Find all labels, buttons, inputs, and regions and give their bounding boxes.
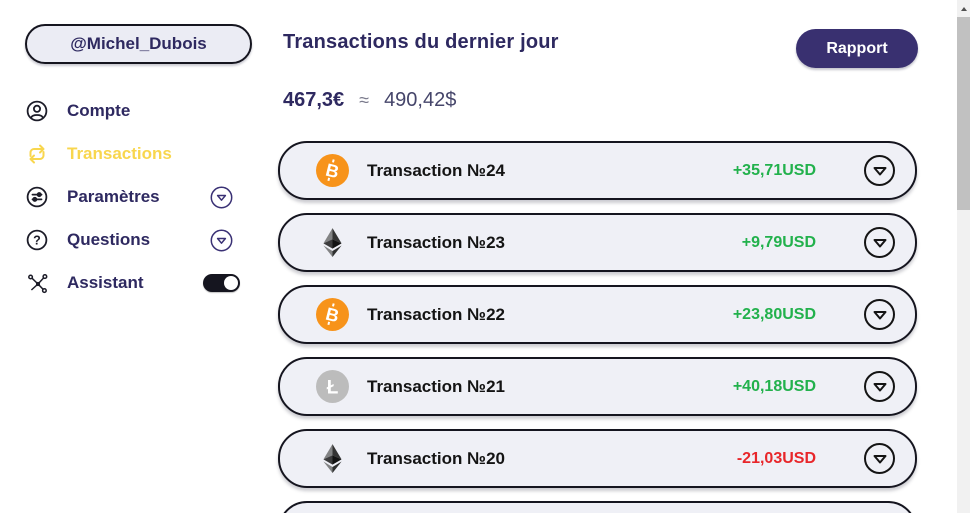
transaction-card[interactable]: B Transaction №24 +35,71USD (278, 141, 917, 200)
sidebar-item-compte[interactable]: Compte (25, 96, 240, 126)
ethereum-icon (316, 442, 349, 475)
sidebar-item-label: Questions (67, 230, 151, 249)
transaction-title: Transaction №22 (367, 304, 506, 324)
transaction-title: Transaction №20 (367, 448, 506, 468)
transaction-card[interactable]: Transaction №23 +9,79USD (278, 213, 917, 272)
balance-eur: 467,3€ (283, 89, 345, 111)
svg-text:Ł: Ł (327, 378, 339, 399)
sliders-circle-icon (25, 185, 49, 209)
transaction-amount: +23,80USD (732, 305, 816, 323)
sidebar-menu: Compte Transactions Param (25, 96, 240, 298)
balance-usd: 490,42$ (384, 89, 457, 111)
chevron-down-icon (873, 454, 886, 463)
expand-transaction-button[interactable] (864, 227, 895, 258)
transaction-card-partial[interactable] (278, 501, 917, 513)
transaction-title: Transaction №24 (367, 160, 506, 180)
network-icon (25, 271, 49, 295)
toggle-knob (224, 276, 238, 290)
user-circle-icon (25, 99, 49, 123)
sidebar-item-label: Transactions (67, 144, 172, 163)
arrow-up-icon (960, 6, 967, 11)
scrollbar (957, 0, 970, 513)
page-title: Transactions du dernier jour (283, 31, 559, 53)
balance-summary: 467,3€ ≈ 490,42$ (283, 89, 456, 112)
chevron-down-icon (210, 229, 233, 251)
sidebar-item-parametres[interactable]: Paramètres (25, 182, 240, 212)
transaction-amount: +35,71USD (732, 161, 816, 179)
transaction-amount: -21,03USD (736, 449, 816, 467)
transaction-title: Transaction №21 (367, 376, 506, 396)
transaction-list: B Transaction №24 +35,71USD (278, 141, 917, 513)
expand-transaction-button[interactable] (864, 299, 895, 330)
litecoin-icon: Ł (316, 370, 349, 403)
chevron-down-icon (873, 310, 886, 319)
sidebar-item-label: Paramètres (67, 187, 160, 206)
expand-transaction-button[interactable] (864, 443, 895, 474)
questions-expand-button[interactable] (210, 229, 233, 252)
bitcoin-icon: B (316, 298, 349, 331)
sidebar-item-questions[interactable]: ? Questions (25, 225, 240, 255)
chevron-down-icon (873, 238, 886, 247)
svg-text:?: ? (33, 233, 41, 247)
sidebar-item-transactions[interactable]: Transactions (25, 139, 240, 169)
ethereum-icon (316, 226, 349, 259)
chevron-down-icon (210, 186, 233, 208)
transaction-card[interactable]: Transaction №20 -21,03USD (278, 429, 917, 488)
svg-text:B: B (324, 304, 341, 327)
repeat-icon (25, 142, 49, 166)
expand-transaction-button[interactable] (864, 155, 895, 186)
transaction-title: Transaction №23 (367, 232, 506, 252)
chevron-down-icon (873, 166, 886, 175)
sidebar-item-label: Assistant (67, 273, 144, 292)
sidebar-item-assistant[interactable]: Assistant (25, 268, 240, 298)
question-circle-icon: ? (25, 228, 49, 252)
svg-text:B: B (324, 160, 341, 183)
sidebar-item-label: Compte (67, 101, 131, 120)
transaction-card[interactable]: B Transaction №22 +23,80USD (278, 285, 917, 344)
parametres-expand-button[interactable] (210, 186, 233, 209)
scrollbar-thumb[interactable] (957, 17, 970, 210)
scroll-up-button[interactable] (957, 0, 970, 17)
transaction-card[interactable]: Ł Transaction №21 +40,18USD (278, 357, 917, 416)
report-button[interactable]: Rapport (796, 29, 918, 68)
user-badge[interactable]: @Michel_Dubois (25, 24, 252, 64)
expand-transaction-button[interactable] (864, 371, 895, 402)
transaction-amount: +9,79USD (741, 233, 816, 251)
assistant-toggle[interactable] (203, 274, 240, 292)
bitcoin-icon: B (316, 154, 349, 187)
chevron-down-icon (873, 382, 886, 391)
transaction-amount: +40,18USD (732, 377, 816, 395)
approx-symbol: ≈ (359, 90, 370, 110)
